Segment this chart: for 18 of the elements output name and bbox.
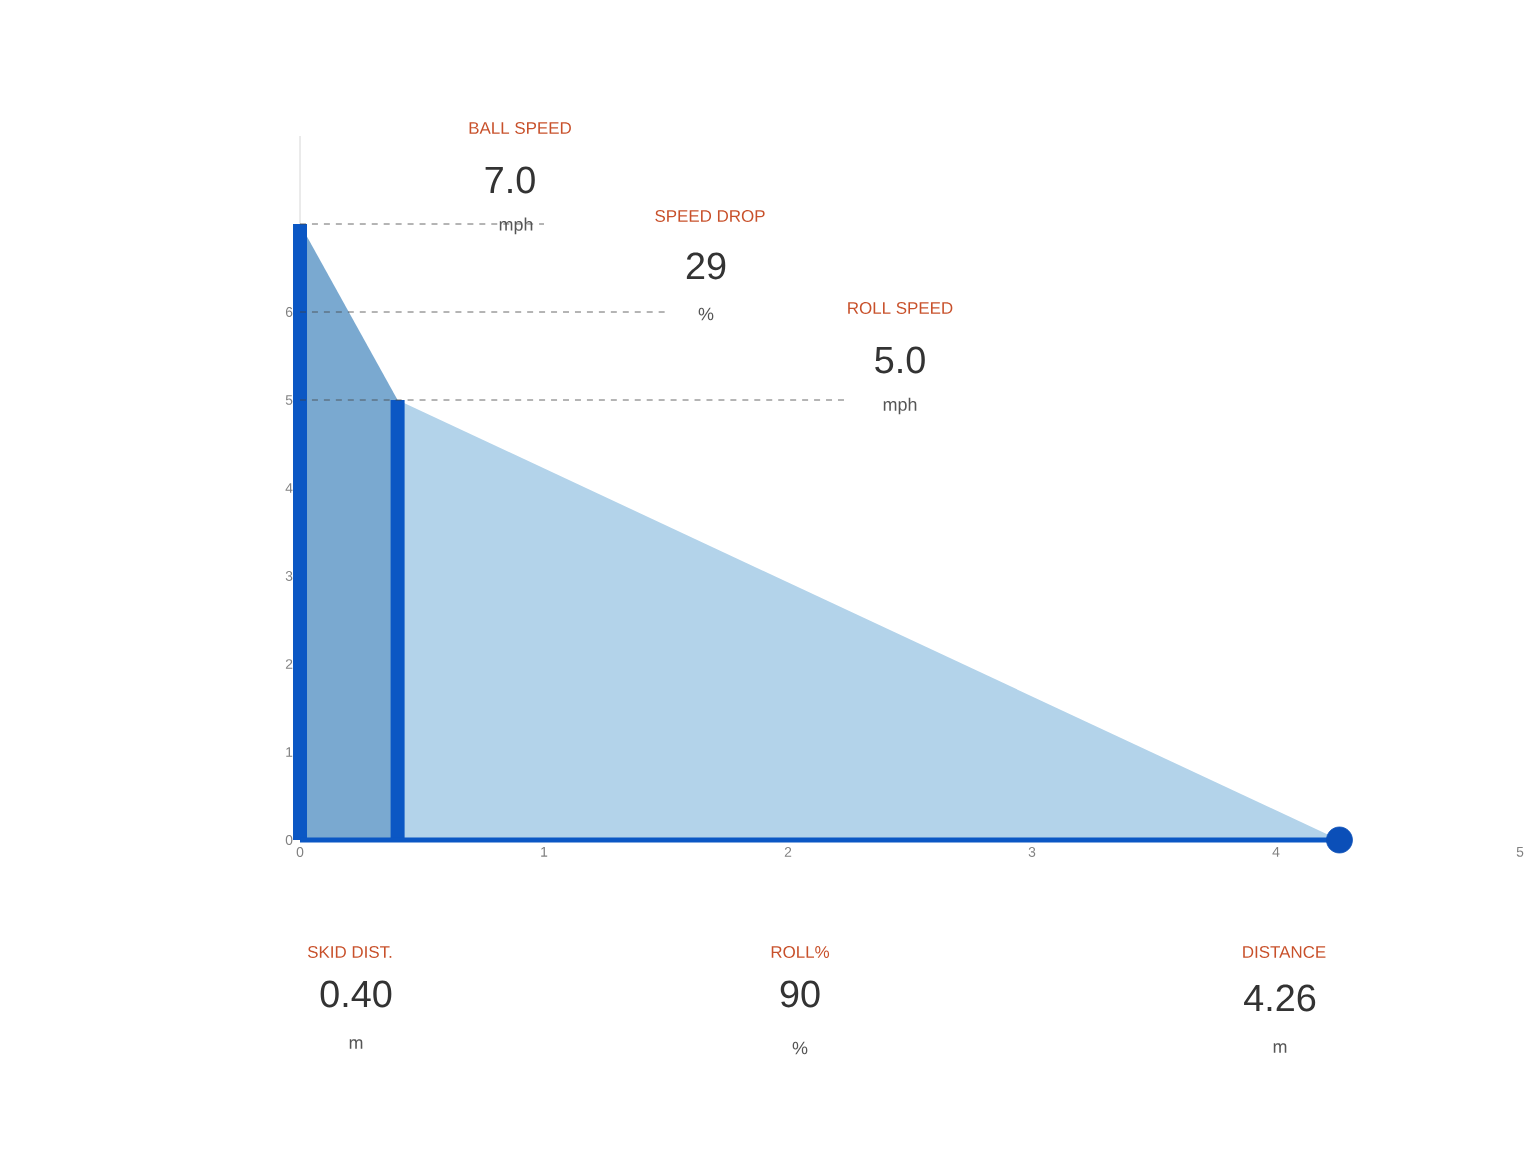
text: ROLL% bbox=[771, 946, 830, 958]
text: 4.26 bbox=[1244, 984, 1316, 1012]
text: m bbox=[349, 1039, 363, 1049]
text: % bbox=[792, 1041, 808, 1055]
text: 0.40 bbox=[320, 980, 392, 1008]
text: m bbox=[1273, 1043, 1287, 1053]
text: 90 bbox=[780, 980, 820, 1008]
annotation: % bbox=[698, 307, 714, 321]
annotation: 5.0 bbox=[875, 346, 925, 374]
annotation: ROLL SPEED bbox=[848, 302, 953, 314]
annotation: 29 bbox=[686, 252, 726, 280]
text: BALL SPEED bbox=[469, 122, 571, 134]
annotation: mph bbox=[499, 217, 533, 235]
annotation: mph bbox=[883, 397, 917, 415]
annotation: 7.0 bbox=[485, 166, 535, 194]
text: DISTANCE bbox=[1243, 946, 1326, 958]
annotation: SPEED DROP bbox=[655, 210, 765, 222]
text: SKID DIST. bbox=[307, 946, 392, 958]
